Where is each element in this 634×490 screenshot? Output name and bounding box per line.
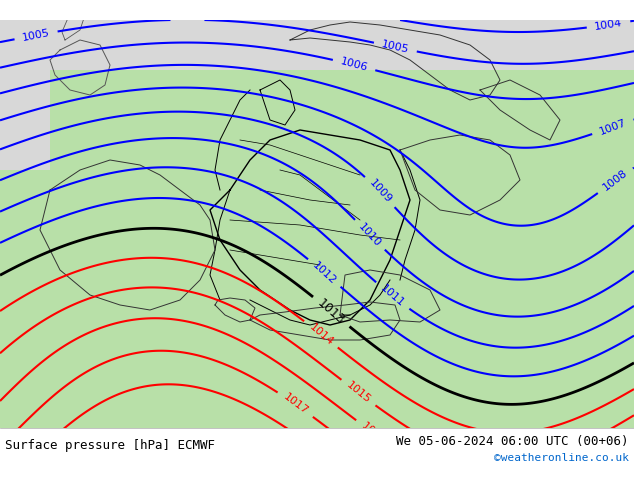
Text: 1006: 1006 — [339, 56, 369, 74]
Text: Surface pressure [hPa] ECMWF: Surface pressure [hPa] ECMWF — [5, 439, 215, 451]
Text: 1015: 1015 — [344, 380, 372, 405]
Text: 1008: 1008 — [601, 168, 630, 193]
Text: 1014: 1014 — [307, 321, 335, 347]
Text: 1013: 1013 — [315, 296, 347, 327]
Text: 1012: 1012 — [311, 260, 338, 286]
Text: 1018: 1018 — [312, 443, 340, 469]
Text: 1005: 1005 — [22, 27, 51, 43]
Text: 1016: 1016 — [359, 420, 387, 446]
Text: ©weatheronline.co.uk: ©weatheronline.co.uk — [494, 453, 629, 463]
Text: 1016: 1016 — [600, 442, 630, 466]
Bar — [0, 20, 50, 170]
Bar — [0, 20, 634, 70]
Text: 1004: 1004 — [594, 18, 623, 32]
Text: We 05-06-2024 06:00 UTC (00+06): We 05-06-2024 06:00 UTC (00+06) — [396, 436, 629, 448]
Text: 1007: 1007 — [598, 117, 628, 137]
Text: 1005: 1005 — [380, 39, 410, 55]
Text: 1011: 1011 — [378, 283, 406, 309]
Bar — [0, 428, 634, 470]
Text: 1010: 1010 — [357, 221, 383, 248]
Text: 1009: 1009 — [367, 178, 393, 206]
Text: 1017: 1017 — [281, 392, 309, 417]
